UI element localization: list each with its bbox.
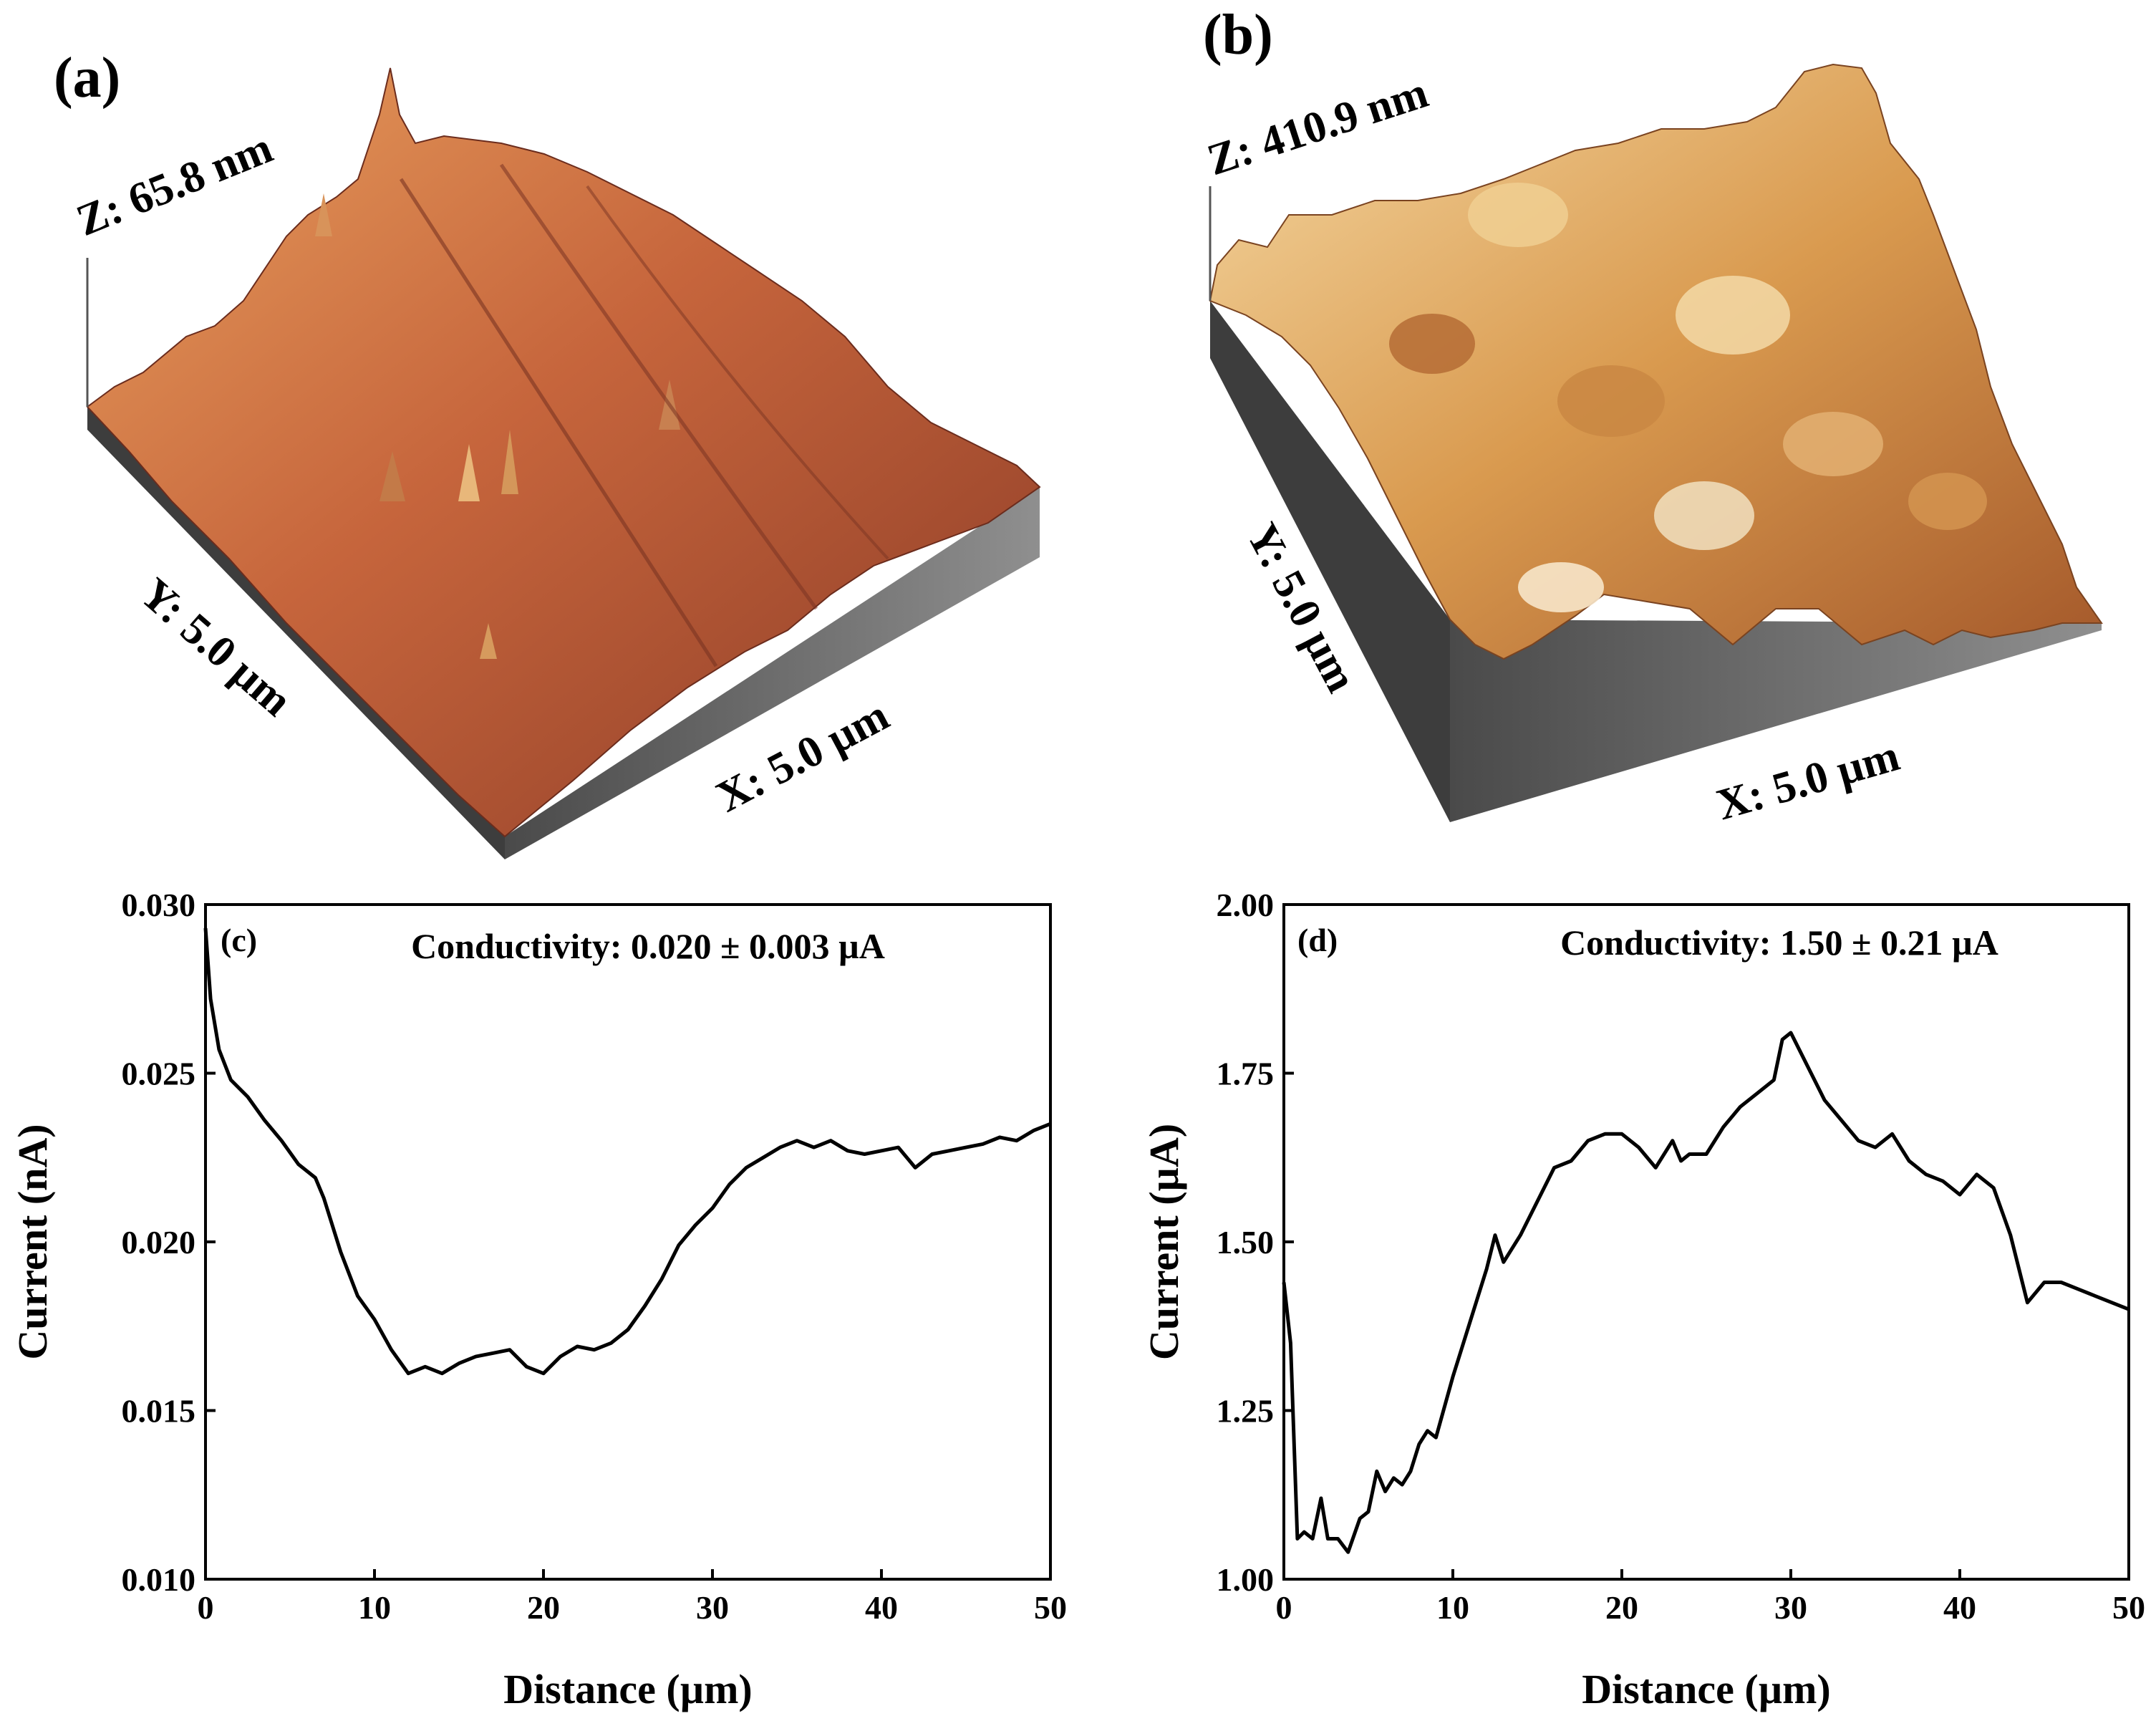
chart-c-y-tick-label: 0.025 bbox=[122, 1056, 196, 1092]
afm-a-spike bbox=[315, 193, 332, 236]
afm-panel-a: (a) Z: 65.8 nm Y: 5.0 µm X: 5.0 µm bbox=[54, 47, 1041, 859]
chart-d-y-tick-label: 1.25 bbox=[1217, 1393, 1275, 1430]
afm-a-spike bbox=[501, 430, 518, 494]
afm-a-spike bbox=[458, 444, 480, 501]
afm-a-spike bbox=[380, 451, 405, 501]
afm-a-surface bbox=[86, 67, 1041, 838]
chart-d-y-tick-label: 1.50 bbox=[1217, 1224, 1275, 1260]
chart-c-x-tick-label: 50 bbox=[1034, 1589, 1067, 1626]
panel-letter-b: (b) bbox=[1203, 4, 1273, 67]
chart-c-x-tick-label: 0 bbox=[198, 1589, 214, 1626]
chart-c-axes-frame bbox=[204, 903, 1052, 1581]
afm-a-front-side bbox=[505, 487, 1040, 859]
afm-a-z-label: Z: 65.8 nm bbox=[70, 123, 279, 246]
afm-b-grain bbox=[1783, 412, 1883, 476]
chart-d: (d) Conductivity: 1.50 ± 0.21 µA Distanc… bbox=[1141, 887, 2145, 1712]
chart-d-y-tick-label: 2.00 bbox=[1217, 887, 1275, 923]
chart-d-panel-letter: (d) bbox=[1297, 922, 1338, 958]
chart-d-x-tick-label: 10 bbox=[1436, 1589, 1469, 1626]
chart-c-panel-letter: (c) bbox=[221, 922, 257, 958]
chart-d-x-tick-label: 0 bbox=[1276, 1589, 1292, 1626]
afm-b-grain bbox=[1908, 473, 1987, 530]
chart-c-y-tick-label: 0.030 bbox=[122, 887, 196, 923]
chart-c-y-axis-title: Current (nA) bbox=[9, 1124, 56, 1359]
chart-c-y-tick-label: 0.015 bbox=[122, 1393, 196, 1430]
afm-b-front-side bbox=[1450, 620, 2102, 822]
chart-d-y-tick-label: 1.75 bbox=[1217, 1056, 1275, 1092]
afm-b-grain bbox=[1557, 365, 1665, 437]
afm-b-grain bbox=[1654, 481, 1754, 550]
panel-letter-a: (a) bbox=[54, 47, 120, 110]
chart-d-x-axis-title: Distance (µm) bbox=[1582, 1666, 1831, 1712]
afm-b-grain bbox=[1676, 276, 1790, 355]
chart-d-x-tick-label: 40 bbox=[1943, 1589, 1976, 1626]
afm-b-x-label: X: 5.0 µm bbox=[1711, 731, 1905, 829]
chart-c-x-tick-label: 30 bbox=[696, 1589, 729, 1626]
chart-d-axes-frame bbox=[1282, 903, 2130, 1581]
chart-c-x-tick-label: 40 bbox=[865, 1589, 898, 1626]
afm-b-grain bbox=[1468, 183, 1568, 247]
chart-c-y-tick-label: 0.020 bbox=[122, 1224, 196, 1260]
afm-b-left-side bbox=[1210, 301, 1450, 822]
chart-d-x-tick-label: 50 bbox=[2112, 1589, 2145, 1626]
chart-c-y-tick-label: 0.010 bbox=[122, 1561, 196, 1598]
afm-panel-b: (b) Z: 410.9 nm Y: 5.0 µm X: 5.0 µm bbox=[1202, 4, 2103, 829]
afm-b-z-label: Z: 410.9 nm bbox=[1202, 68, 1434, 185]
afm-b-grain bbox=[1518, 562, 1604, 612]
afm-a-ridge bbox=[586, 185, 889, 560]
chart-d-x-tick-label: 30 bbox=[1774, 1589, 1807, 1626]
chart-d-y-axis-title: Current (µA) bbox=[1141, 1124, 1187, 1360]
chart-d-ticks: 0 10 20 30 40 50 1.00 1.25 1.50 1.75 2.00 bbox=[1217, 887, 2146, 1626]
afm-b-grain bbox=[1389, 314, 1475, 374]
chart-c-ticks: 0 10 20 30 40 50 0.010 0.015 0.020 0.025 0.030 bbox=[122, 887, 1068, 1626]
chart-c-conductivity-annotation: Conductivity: 0.020 ± 0.003 µA bbox=[411, 926, 885, 966]
chart-d-y-tick-label: 1.00 bbox=[1217, 1561, 1275, 1598]
afm-a-ridge bbox=[499, 163, 818, 610]
chart-d-series-line bbox=[1282, 1031, 2130, 1554]
chart-d-x-tick-label: 20 bbox=[1605, 1589, 1638, 1626]
chart-c-series-line bbox=[203, 927, 1051, 1376]
chart-d-conductivity-annotation: Conductivity: 1.50 ± 0.21 µA bbox=[1560, 922, 1998, 963]
chart-c-x-tick-label: 20 bbox=[527, 1589, 560, 1626]
chart-c-x-axis-title: Distance (µm) bbox=[503, 1666, 753, 1712]
afm-a-spike bbox=[480, 623, 497, 659]
afm-a-ridge bbox=[399, 178, 718, 667]
chart-c-x-tick-label: 10 bbox=[358, 1589, 391, 1626]
afm-b-surface bbox=[1209, 63, 2103, 660]
chart-c: (c) Conductivity: 0.020 ± 0.003 µA Dista… bbox=[9, 887, 1067, 1712]
